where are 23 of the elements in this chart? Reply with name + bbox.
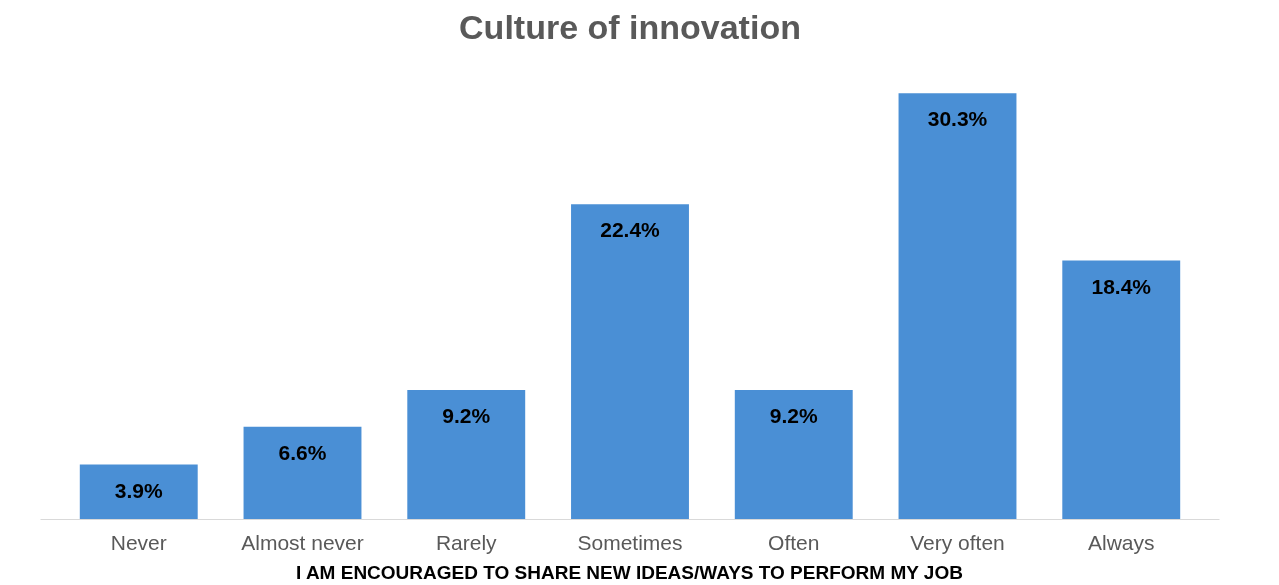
data-label: 9.2% bbox=[769, 404, 819, 428]
bar bbox=[79, 464, 198, 520]
x-tick-label: Very often bbox=[910, 530, 1005, 554]
data-label: 6.6% bbox=[278, 440, 327, 464]
bar bbox=[571, 204, 689, 520]
x-tick-label: Sometimes bbox=[577, 530, 683, 554]
x-tick-label: Always bbox=[1087, 530, 1155, 554]
x-tick-label: Never bbox=[110, 530, 167, 554]
data-label: 9.2% bbox=[442, 404, 491, 428]
bar bbox=[243, 426, 362, 520]
data-label: 18.4% bbox=[1091, 274, 1152, 298]
data-label: 22.4% bbox=[600, 218, 661, 242]
x-tick-label: Almost never bbox=[241, 530, 364, 554]
bar bbox=[407, 390, 526, 520]
data-label: 3.9% bbox=[114, 478, 164, 502]
x-tick-label: Rarely bbox=[435, 530, 498, 554]
x-axis-title: I AM ENCOURAGED TO SHARE NEW IDEAS/WAYS TO PERFORM MY JOB bbox=[296, 561, 963, 583]
chart-title: Culture of innovation bbox=[459, 7, 801, 46]
data-label: 30.3% bbox=[927, 107, 988, 131]
bar bbox=[734, 390, 853, 520]
x-tick-label: Often bbox=[768, 530, 820, 554]
bar bbox=[1062, 260, 1181, 520]
bar bbox=[898, 93, 1017, 520]
